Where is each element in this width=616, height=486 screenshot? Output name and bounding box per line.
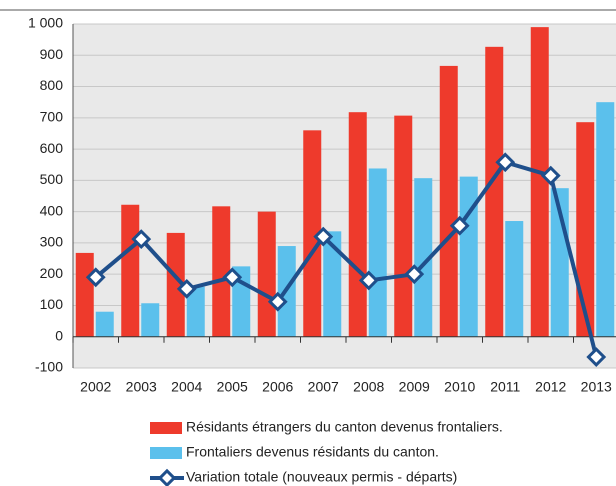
- line-marker: [176, 278, 197, 299]
- bar: [141, 303, 160, 337]
- bar: [485, 46, 504, 337]
- x-tick-label: 2006: [262, 379, 293, 395]
- line-marker: [495, 152, 516, 173]
- line-marker: [313, 226, 334, 247]
- y-tick-label: 300: [40, 234, 64, 250]
- y-tick-label: 500: [40, 171, 64, 187]
- legend-label: Résidants étrangers du canton devenus fr…: [186, 419, 503, 435]
- legend-swatch: [157, 468, 177, 486]
- line-marker: [540, 165, 561, 186]
- bar: [323, 231, 342, 337]
- y-tick-label: -100: [35, 359, 63, 375]
- legend-label: Variation totale (nouveaux permis - dépa…: [186, 469, 457, 485]
- bar: [257, 211, 276, 337]
- bar: [596, 102, 615, 337]
- x-tick-label: 2008: [353, 379, 384, 395]
- x-tick-label: 2011: [490, 379, 520, 395]
- bar: [576, 122, 595, 337]
- x-tick-label: 2003: [126, 379, 157, 395]
- x-tick-label: 2004: [171, 379, 202, 395]
- x-tick-label: 2013: [581, 379, 612, 395]
- line-marker: [85, 267, 106, 288]
- bar: [368, 168, 387, 337]
- line-marker: [222, 267, 243, 288]
- legend-label: Frontaliers devenus résidants du canton.: [186, 444, 439, 460]
- line-marker: [131, 229, 152, 250]
- legend-swatch: [150, 422, 182, 434]
- x-tick-label: 2012: [535, 379, 566, 395]
- bar: [95, 311, 114, 337]
- y-tick-label: 400: [40, 202, 64, 218]
- bar: [166, 232, 185, 337]
- y-tick-label: 100: [40, 296, 64, 312]
- line-marker: [358, 270, 379, 291]
- bar: [212, 206, 231, 337]
- line-marker: [586, 347, 607, 367]
- x-tick-label: 2010: [444, 379, 475, 395]
- y-tick-label: 0: [55, 327, 63, 343]
- x-tick-label: 2005: [217, 379, 248, 395]
- bar: [459, 176, 478, 337]
- bar: [186, 286, 205, 337]
- bar: [414, 178, 433, 337]
- legend-swatch: [150, 447, 182, 459]
- y-tick-label: 700: [40, 109, 64, 125]
- bar: [394, 115, 413, 337]
- bar: [505, 221, 524, 337]
- x-tick-label: 2002: [80, 379, 111, 395]
- y-tick-label: 600: [40, 140, 64, 156]
- x-tick-label: 2009: [399, 379, 430, 395]
- y-tick-label: 900: [40, 46, 64, 62]
- bar: [439, 65, 458, 337]
- plot-background: [73, 24, 616, 368]
- bar: [121, 204, 140, 337]
- bar: [75, 252, 94, 337]
- bar: [348, 112, 367, 337]
- y-tick-label: 1 000: [28, 15, 63, 31]
- line-marker: [267, 291, 288, 312]
- bar: [530, 27, 549, 337]
- line-marker: [404, 264, 425, 285]
- x-tick-label: 2007: [308, 379, 339, 395]
- y-tick-label: 200: [40, 265, 64, 281]
- y-tick-label: 800: [40, 77, 64, 93]
- line-marker: [449, 215, 470, 236]
- bar: [303, 130, 322, 337]
